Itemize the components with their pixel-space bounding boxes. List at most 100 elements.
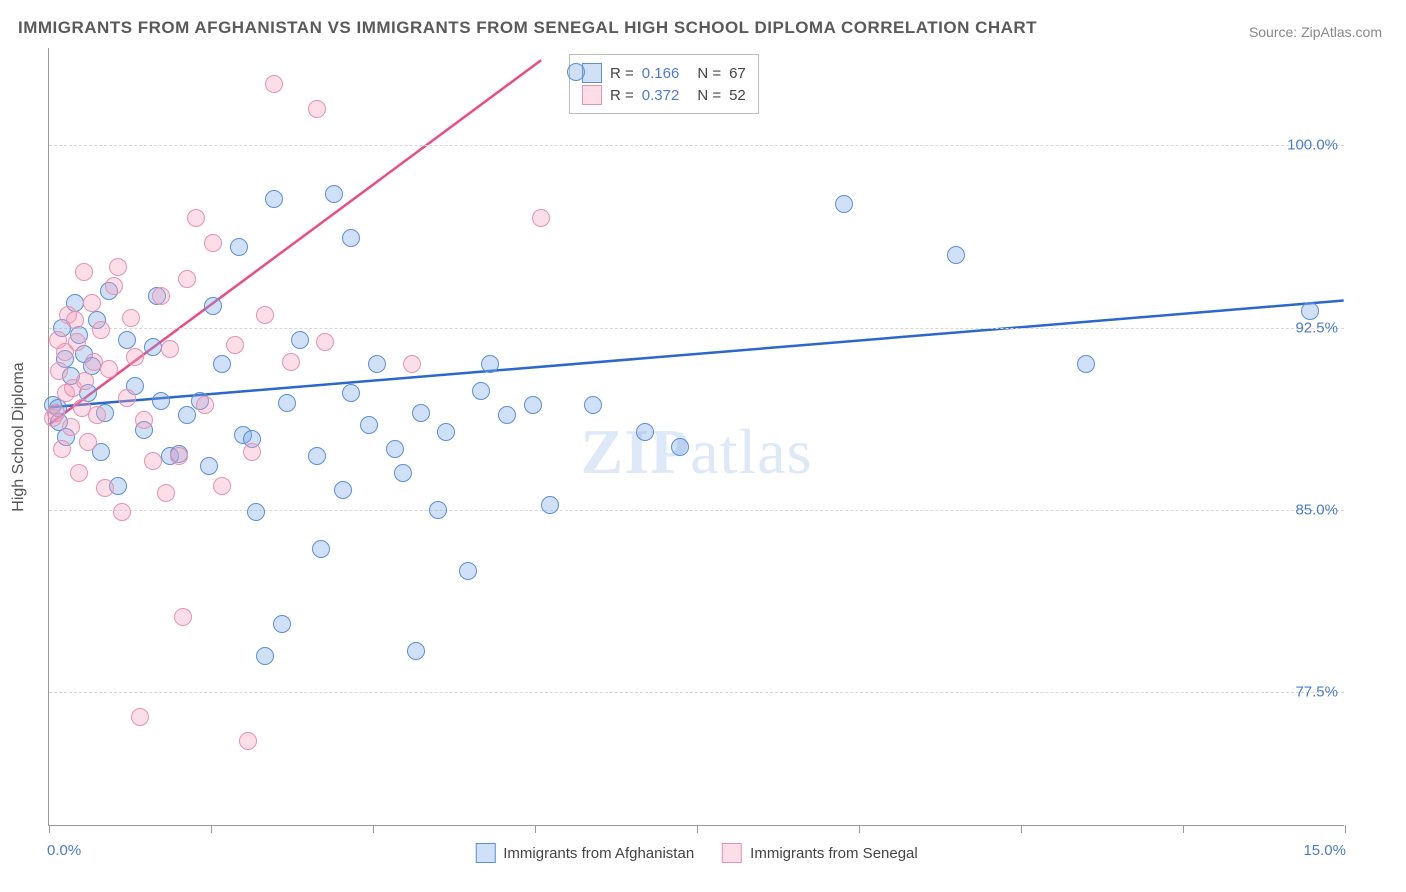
n-label: N = [697,87,721,104]
scatter-point [429,501,447,519]
x-axis-max-label: 15.0% [1303,842,1346,859]
scatter-point [342,384,360,402]
scatter-point [282,353,300,371]
scatter-point [122,309,140,327]
scatter-point [481,355,499,373]
gridline-h [49,692,1344,693]
x-tick [1183,825,1184,833]
scatter-point [105,277,123,295]
scatter-point [308,100,326,118]
scatter-point [135,411,153,429]
scatter-point [1301,302,1319,320]
n-label: N = [697,65,721,82]
y-tick-label: 85.0% [1295,501,1338,518]
scatter-point [200,457,218,475]
scatter-point [75,263,93,281]
scatter-point [342,229,360,247]
trend-line [49,301,1343,408]
x-tick [697,825,698,833]
scatter-point [325,185,343,203]
scatter-point [47,404,65,422]
scatter-point [187,209,205,227]
scatter-point [88,406,106,424]
scatter-point [265,75,283,93]
series-legend: Immigrants from Afghanistan Immigrants f… [475,843,918,863]
gridline-h [49,328,1344,329]
scatter-point [308,447,326,465]
scatter-point [368,355,386,373]
scatter-point [79,433,97,451]
scatter-point [100,360,118,378]
scatter-point [204,234,222,252]
scatter-point [1077,355,1095,373]
scatter-point [498,406,516,424]
scatter-point [113,503,131,521]
scatter-point [312,540,330,558]
scatter-point [70,464,88,482]
scatter-point [459,562,477,580]
legend-label-senegal: Immigrants from Senegal [750,845,918,862]
scatter-point [178,270,196,288]
x-axis-min-label: 0.0% [47,842,81,859]
x-tick [1345,825,1346,833]
x-tick [859,825,860,833]
scatter-point [360,416,378,434]
scatter-point [92,321,110,339]
scatter-point [152,392,170,410]
trend-line [49,60,541,424]
y-axis-title: High School Diploma [10,362,28,511]
scatter-point [66,311,84,329]
scatter-point [265,190,283,208]
scatter-point [83,294,101,312]
stats-row-afghanistan: R = 0.166 N = 67 [582,63,746,83]
scatter-point [62,418,80,436]
x-tick [1021,825,1022,833]
scatter-point [835,195,853,213]
gridline-h [49,510,1344,511]
scatter-point [196,396,214,414]
scatter-point [671,438,689,456]
scatter-point [157,484,175,502]
stats-legend: R = 0.166 N = 67 R = 0.372 N = 52 [569,54,759,114]
scatter-point [239,732,257,750]
scatter-point [256,647,274,665]
chart-plot-area: High School Diploma ZIPatlas R = 0.166 N… [48,48,1344,826]
swatch-pink [582,85,602,105]
y-tick-label: 77.5% [1295,684,1338,701]
scatter-point [144,452,162,470]
scatter-point [524,396,542,414]
scatter-point [947,246,965,264]
scatter-point [226,336,244,354]
n-value-senegal: 52 [729,87,746,104]
legend-item-afghanistan: Immigrants from Afghanistan [475,843,694,863]
scatter-point [230,238,248,256]
scatter-point [636,423,654,441]
scatter-point [204,297,222,315]
scatter-point [273,615,291,633]
r-value-senegal: 0.372 [642,87,680,104]
scatter-point [152,287,170,305]
chart-title: IMMIGRANTS FROM AFGHANISTAN VS IMMIGRANT… [18,18,1037,38]
scatter-point [118,331,136,349]
scatter-point [407,642,425,660]
scatter-point [144,338,162,356]
scatter-point [567,63,585,81]
y-tick-label: 92.5% [1295,319,1338,336]
scatter-point [68,333,86,351]
scatter-point [584,396,602,414]
scatter-point [532,209,550,227]
scatter-point [334,481,352,499]
scatter-point [53,440,71,458]
scatter-point [472,382,490,400]
x-tick [49,825,50,833]
scatter-point [76,372,94,390]
y-tick-label: 100.0% [1287,137,1338,154]
x-tick [373,825,374,833]
scatter-point [243,443,261,461]
scatter-point [386,440,404,458]
scatter-point [109,258,127,276]
legend-item-senegal: Immigrants from Senegal [722,843,918,863]
legend-label-afghanistan: Immigrants from Afghanistan [503,845,694,862]
scatter-point [174,608,192,626]
r-label: R = [610,65,634,82]
